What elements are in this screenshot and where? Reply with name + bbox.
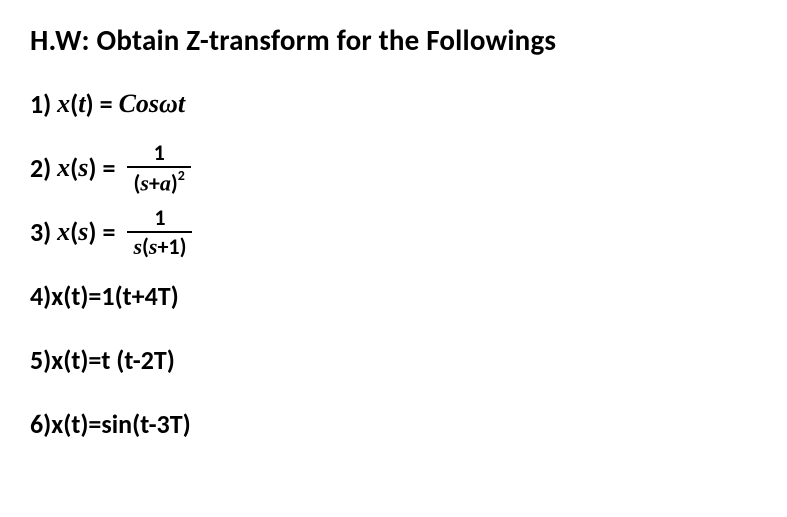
problem-5-text: 5)x(t)=t (t-2T) bbox=[30, 344, 175, 376]
problem-2-lhs: 2) x(s) = bbox=[30, 152, 121, 184]
rhs-cos-omega-t: Cosωt bbox=[119, 89, 186, 119]
arg-t: t bbox=[78, 89, 85, 119]
close-paren: ) bbox=[171, 169, 178, 196]
homework-page: H.W: Obtain Z-transform for the Followin… bbox=[0, 0, 787, 484]
plus: + bbox=[157, 233, 168, 260]
fraction-3: 1 s(s+1) bbox=[127, 207, 192, 258]
one: 1 bbox=[168, 233, 179, 260]
problem-number: 2) bbox=[30, 152, 51, 184]
problem-2: 2) x(s) = 1 (s+a)2 bbox=[30, 142, 757, 194]
var-s: s bbox=[133, 234, 142, 259]
problem-6-text: 6)x(t)=sin(t-3T) bbox=[30, 408, 191, 440]
numerator: 1 bbox=[148, 207, 171, 231]
denominator: (s+a)2 bbox=[127, 166, 190, 194]
problem-3: 3) x(s) = 1 s(s+1) bbox=[30, 206, 757, 258]
fraction-2: 1 (s+a)2 bbox=[127, 142, 190, 194]
var-s: s bbox=[140, 170, 149, 195]
arg-s: s bbox=[78, 153, 88, 183]
arg-s: s bbox=[78, 217, 88, 247]
function-x: x bbox=[57, 89, 70, 119]
function-x: x bbox=[57, 153, 70, 183]
problem-5: 5)x(t)=t (t-2T) bbox=[30, 334, 757, 386]
var-a: a bbox=[160, 170, 171, 195]
exponent-2: 2 bbox=[178, 167, 185, 184]
page-title: H.W: Obtain Z-transform for the Followin… bbox=[30, 22, 757, 58]
problem-1: 1) x(t) = Cosωt bbox=[30, 78, 757, 130]
numerator: 1 bbox=[148, 142, 171, 166]
close-paren: ) bbox=[180, 233, 187, 260]
problem-6: 6)x(t)=sin(t-3T) bbox=[30, 398, 757, 450]
problem-number: 1) bbox=[30, 88, 51, 120]
problem-4: 4)x(t)=1(t+4T) bbox=[30, 270, 757, 322]
plus: + bbox=[149, 169, 160, 196]
function-x: x bbox=[57, 217, 70, 247]
problem-number: 3) bbox=[30, 216, 51, 248]
problem-4-text: 4)x(t)=1(t+4T) bbox=[30, 280, 179, 312]
problem-1-lhs: 1) x(t) = Cosωt bbox=[30, 88, 185, 120]
open-paren: ( bbox=[142, 233, 149, 260]
problem-3-lhs: 3) x(s) = bbox=[30, 216, 121, 248]
denominator: s(s+1) bbox=[127, 231, 192, 258]
